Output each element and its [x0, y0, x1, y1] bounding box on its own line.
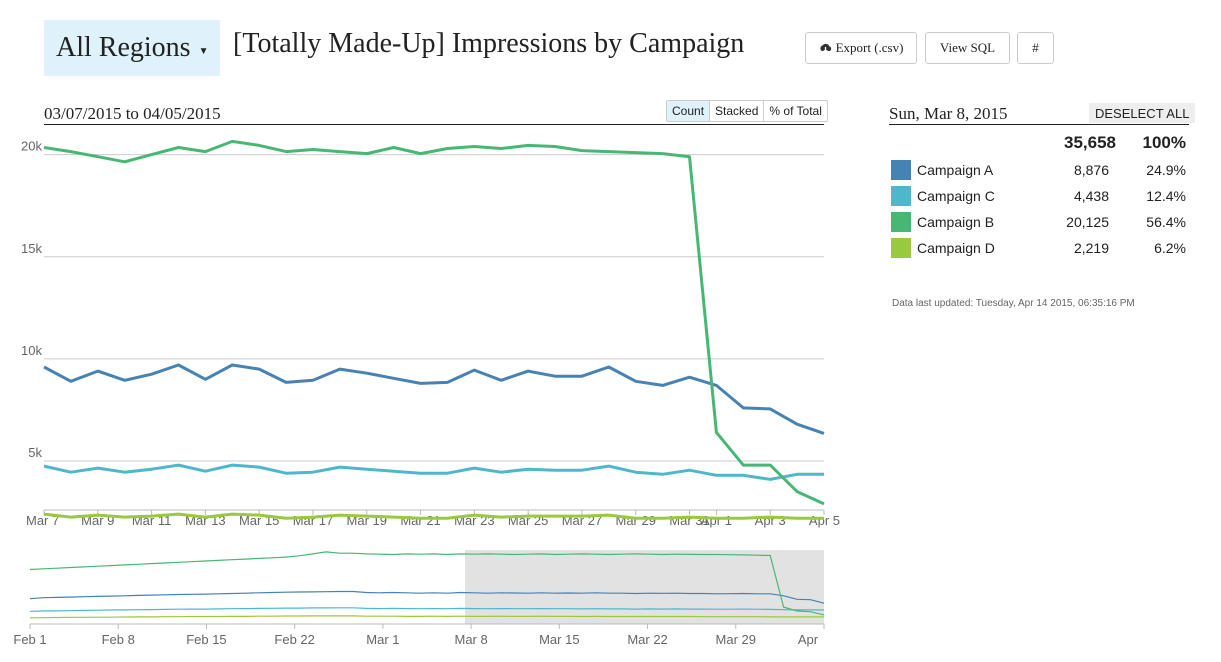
legend-name: Campaign B	[917, 214, 995, 230]
navigator-chart[interactable]: Feb 1 Feb 8 Feb 15 Feb 22 Mar 1 Mar 8 Mar 15 Ma…	[0, 0, 840, 662]
selected-date: Sun, Mar 8, 2015	[889, 104, 1008, 123]
permalink-button[interactable]: #	[1017, 32, 1054, 64]
caret-down-icon: ▼	[198, 45, 209, 57]
view-sql-button[interactable]: View SQL	[925, 32, 1010, 64]
legend-row-campaign-c[interactable]: Campaign C 4,438 12.4%	[889, 185, 1189, 207]
legend-swatch	[891, 160, 911, 180]
view-mode-toggle: Count Stacked % of Total	[666, 100, 828, 122]
date-range: 03/07/2015 to 04/05/2015	[44, 104, 221, 123]
export-csv-button[interactable]: Export (.csv)	[805, 32, 917, 64]
export-label: Export (.csv)	[835, 40, 904, 55]
nav-x-tick-label: Apr	[798, 632, 819, 647]
nav-x-tick-label: Feb 8	[102, 632, 135, 647]
mode-percent-button[interactable]: % of Total	[763, 101, 827, 121]
chart-header-rule	[44, 124, 824, 125]
nav-series-line-campaign-d	[29, 615, 824, 619]
legend-count: 2,219	[1073, 240, 1109, 256]
page-title: [Totally Made-Up] Impressions by Campaig…	[233, 28, 745, 59]
total-percent: 100%	[1142, 133, 1186, 152]
legend-count: 8,876	[1073, 162, 1109, 178]
cloud-download-icon	[819, 43, 831, 53]
nav-x-tick-label: Mar 8	[454, 632, 487, 647]
mode-count-button[interactable]: Count	[667, 101, 710, 121]
series-line-campaign-b[interactable]	[43, 139, 825, 506]
y-tick-label: 5k	[28, 445, 42, 460]
nav-x-tick-label: Feb 22	[274, 632, 314, 647]
total-count: 35,658	[1064, 133, 1116, 152]
series-line-campaign-c[interactable]	[43, 463, 824, 481]
legend-name: Campaign A	[917, 162, 994, 178]
region-dropdown[interactable]: All Regions ▼	[44, 20, 221, 76]
nav-x-tick-label: Mar 1	[366, 632, 399, 647]
legend-swatch	[891, 186, 911, 206]
y-tick-label: 10k	[21, 343, 42, 358]
legend-count: 4,438	[1073, 188, 1109, 204]
nav-x-tick-label: Mar 29	[716, 632, 756, 647]
legend-percent: 56.4%	[1146, 214, 1186, 230]
legend-percent: 6.2%	[1154, 240, 1186, 256]
legend-row-campaign-a[interactable]: Campaign A 8,876 24.9%	[889, 159, 1189, 181]
nav-series-line-campaign-c	[29, 607, 825, 612]
x-tick-label: Mar 7	[26, 513, 59, 528]
last-updated: Data last updated: Tuesday, Apr 14 2015,…	[892, 298, 1135, 309]
region-label: All Regions	[56, 32, 191, 63]
legend-name: Campaign C	[917, 188, 995, 204]
nav-series-line-campaign-a	[29, 590, 825, 604]
legend-row-campaign-b[interactable]: Campaign B 20,125 56.4%	[889, 211, 1189, 233]
mode-stacked-button[interactable]: Stacked	[709, 101, 764, 121]
nav-x-tick-label: Feb 1	[13, 632, 46, 647]
y-tick-label: 15k	[21, 241, 42, 256]
nav-x-tick-label: Mar 15	[539, 632, 579, 647]
deselect-all-button[interactable]: DESELECT ALL	[1089, 103, 1196, 123]
panel-rule	[889, 124, 1189, 125]
legend-percent: 24.9%	[1146, 162, 1186, 178]
y-tick-label: 20k	[21, 139, 42, 154]
legend-percent: 12.4%	[1146, 188, 1186, 204]
series-line-campaign-a[interactable]	[43, 363, 825, 435]
legend-row-campaign-d[interactable]: Campaign D 2,219 6.2%	[889, 237, 1189, 259]
legend-count: 20,125	[1066, 214, 1109, 230]
legend-name: Campaign D	[917, 240, 995, 256]
legend-swatch	[891, 238, 911, 258]
nav-x-tick-label: Mar 22	[627, 632, 667, 647]
legend-swatch	[891, 212, 911, 232]
nav-x-tick-label: Feb 15	[186, 632, 226, 647]
series-line-campaign-d[interactable]	[43, 512, 824, 520]
nav-series-line-campaign-b	[29, 551, 825, 616]
range-brush[interactable]	[465, 550, 824, 624]
